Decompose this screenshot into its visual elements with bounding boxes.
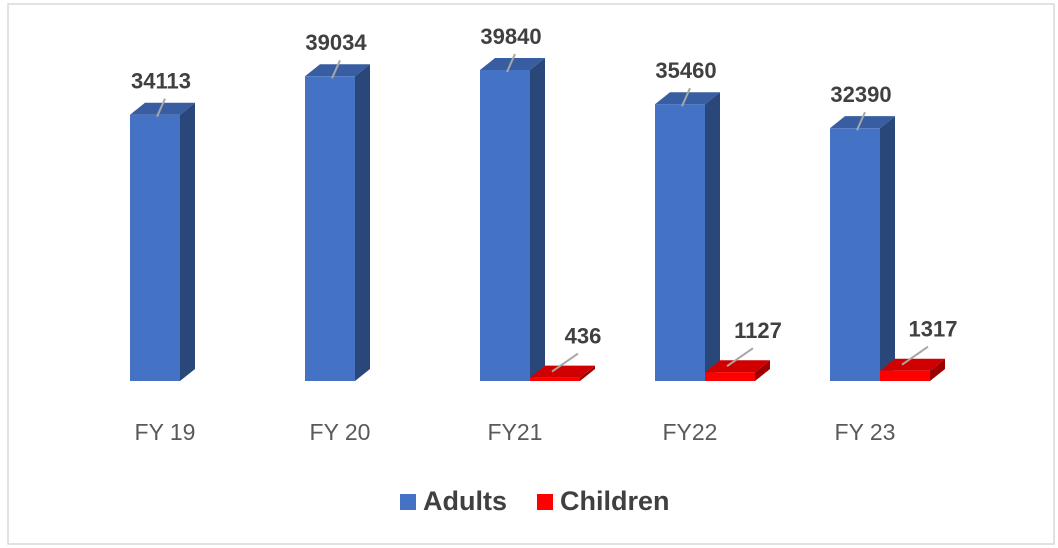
leader-line <box>901 345 929 366</box>
leader-line <box>726 347 754 368</box>
x-tick-label: FY21 <box>488 419 543 445</box>
data-label: 35460 <box>655 58 716 83</box>
leader-line <box>551 352 579 373</box>
leader-line <box>856 111 866 131</box>
bar-side <box>755 360 770 381</box>
bar-top <box>305 64 370 77</box>
bar-top <box>530 365 595 378</box>
bar-top <box>480 58 545 70</box>
x-tick-label: FY 23 <box>835 419 896 445</box>
bar-side <box>355 64 370 382</box>
bar-top <box>655 92 720 105</box>
bar <box>655 104 705 382</box>
bar-side <box>180 102 195 382</box>
bar <box>480 70 530 381</box>
bar-top <box>130 102 195 115</box>
legend-label: Children <box>560 486 670 516</box>
legend-label: Adults <box>423 486 507 516</box>
bar-top <box>830 116 895 129</box>
leader-line <box>506 53 516 73</box>
data-label: 1127 <box>734 318 782 343</box>
x-tick-label: FY 20 <box>310 419 371 445</box>
bar <box>830 128 880 381</box>
x-tick-label: FY22 <box>663 419 718 445</box>
data-label: 1317 <box>909 317 958 342</box>
data-label: 39840 <box>480 24 541 49</box>
x-tick-label: FY 19 <box>135 419 196 445</box>
bar-side <box>580 365 595 381</box>
bar <box>705 372 755 381</box>
bar-side <box>530 58 545 381</box>
bar-top <box>705 360 770 373</box>
leader-line <box>681 87 691 107</box>
leader-line <box>156 98 166 118</box>
bar-side <box>930 358 945 381</box>
data-label: 32390 <box>830 82 891 107</box>
legend-swatch <box>537 494 553 510</box>
bar <box>305 76 355 382</box>
bar <box>130 114 180 382</box>
bar-side <box>880 116 895 381</box>
bar <box>880 370 930 381</box>
bar-side <box>705 92 720 382</box>
bar <box>530 377 580 381</box>
data-label: 436 <box>565 323 602 348</box>
data-label: 34113 <box>131 69 191 94</box>
data-label: 39034 <box>305 30 367 55</box>
bar-top <box>880 358 945 371</box>
legend-swatch <box>400 494 416 510</box>
leader-line <box>331 59 341 79</box>
